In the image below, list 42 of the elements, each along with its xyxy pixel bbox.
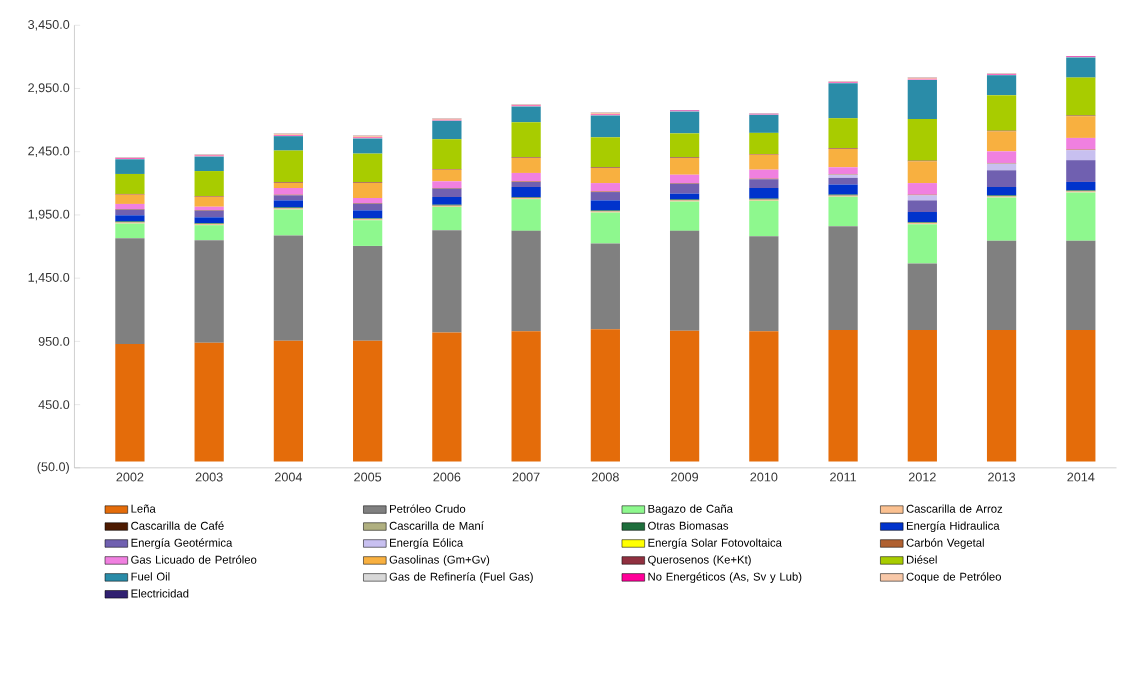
legend-label: Cascarilla de Arroz: [906, 504, 1003, 513]
y-tick-label: (50.0): [37, 461, 69, 474]
legend-label: Cascarilla de Café: [131, 521, 224, 530]
legend-label: Energía Geotérmica: [131, 538, 233, 549]
x-tick-label: 2003: [195, 472, 223, 482]
legend-label: Energía Eólica: [390, 538, 464, 549]
x-tick-label: 2005: [354, 472, 382, 482]
legend-label: Bagazo de Caña: [648, 504, 733, 515]
x-tick-label: 2008: [591, 472, 619, 482]
legend-label: Otras Biomasas: [648, 521, 729, 530]
y-tick-label: 1,950.0: [28, 209, 70, 221]
y-tick-label: 2,950.0: [28, 83, 70, 94]
x-tick-label: 2006: [433, 472, 461, 482]
legend-label: Cascarilla de Maní: [389, 521, 484, 530]
legend-label: Gasolinas (Gm+Gv): [389, 555, 490, 566]
x-tick-label: 2014: [1067, 472, 1095, 482]
x-tick-label: 2002: [116, 472, 144, 482]
legend-label: No Energéticos (As, Sv y Lub): [648, 572, 802, 583]
legend-label: Petróleo Crudo: [390, 504, 466, 513]
y-tick-label: 450.0: [38, 400, 70, 410]
legend-label: Diésel: [906, 555, 937, 564]
y-tick-label: 2,450.0: [28, 146, 70, 157]
legend-label: Gas Licuado de Petróleo: [131, 555, 257, 564]
y-tick-label: 1,450.0: [28, 272, 70, 284]
y-tick-label: 3,450.0: [28, 19, 70, 31]
x-tick-label: 2009: [671, 472, 699, 482]
x-tick-label: 2012: [908, 472, 936, 482]
x-tick-label: 2007: [512, 472, 540, 482]
legend-label: Electricidad: [131, 589, 189, 598]
legend-label: Querosenos (Ke+Kt): [648, 555, 751, 566]
y-tick-label: 950.0: [38, 336, 70, 346]
legend-label: Energía Hidraulica: [906, 521, 1000, 532]
x-tick-label: 2013: [988, 472, 1016, 482]
x-tick-label: 2010: [750, 472, 778, 482]
legend-label: Fuel Oil: [131, 572, 170, 581]
legend-label: Energía Solar Fotovoltaica: [648, 538, 782, 549]
legend-label: Leña: [131, 504, 156, 513]
x-tick-label: 2011: [830, 472, 857, 482]
legend-label: Carbón Vegetal: [906, 538, 984, 549]
x-tick-label: 2004: [274, 472, 303, 482]
legend-label: Coque de Petróleo: [906, 572, 1002, 583]
legend-label: Gas de Refinería (Fuel Gas): [389, 572, 533, 583]
